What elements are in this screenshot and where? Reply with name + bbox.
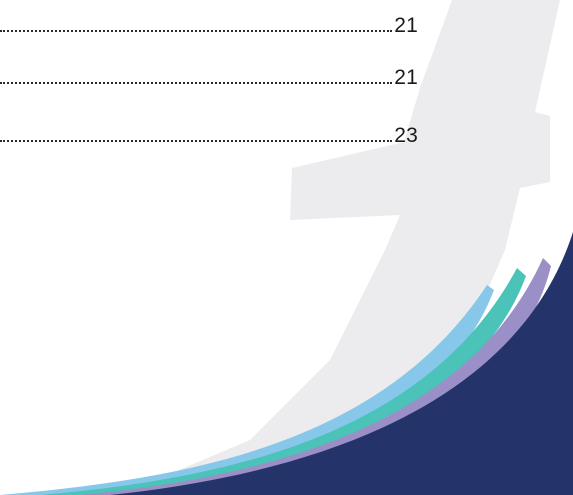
dot-leader <box>0 30 393 32</box>
wave-stripe-teal <box>40 268 526 495</box>
toc-page-number: 21 <box>394 66 418 89</box>
dot-leader <box>0 82 393 84</box>
toc-page-number: 21 <box>394 14 418 37</box>
toc-entry[interactable]: 21 <box>0 10 418 38</box>
dot-leader <box>0 140 393 142</box>
toc-page-number: 23 <box>394 124 418 147</box>
toc-entry[interactable]: 21 <box>0 62 418 90</box>
wave-stripe-sky <box>0 285 494 495</box>
wave-navy-corner <box>110 232 573 495</box>
cross-watermark-icon <box>120 0 560 495</box>
toc-entry[interactable]: 23 <box>0 120 418 148</box>
wave-stripe-lavender <box>80 258 551 495</box>
